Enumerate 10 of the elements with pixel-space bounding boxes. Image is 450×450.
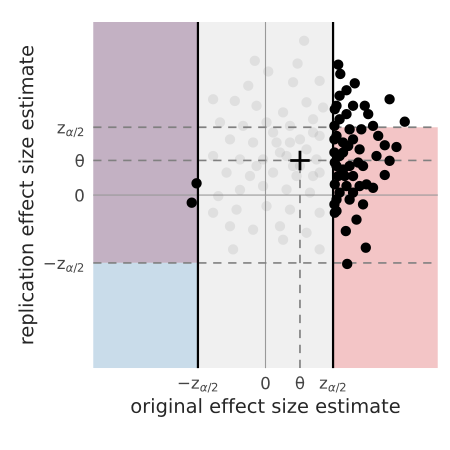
x-tick-label: 0 (261, 376, 270, 390)
y-tick-label: z$_{α/2}$ (58, 124, 84, 138)
x-tick-label: θ (296, 376, 304, 390)
y-tick-label: 0 (75, 189, 84, 202)
y-axis-title: replication effect size estimate (18, 46, 38, 344)
x-tick-label: z$_{α/2}$ (320, 380, 346, 392)
x-axis-title: original effect size estimate (131, 398, 400, 417)
x-tick-label: −z$_{α/2}$ (178, 380, 218, 392)
y-tick-label: −z$_{α/2}$ (44, 260, 84, 273)
y-tick-label: θ (76, 154, 84, 167)
